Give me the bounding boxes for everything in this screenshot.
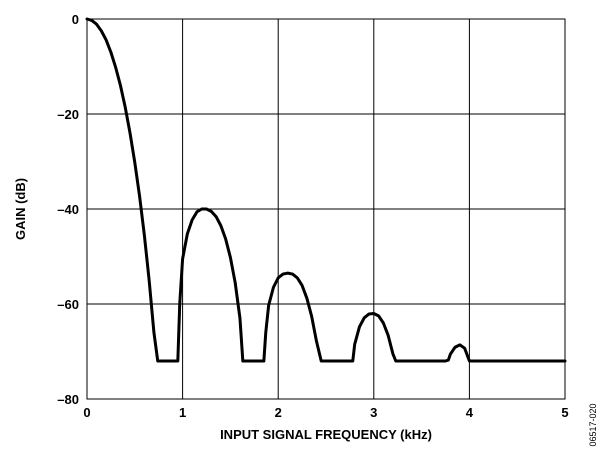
x-tick-label-2: 2	[275, 405, 282, 420]
grid-lines	[86, 18, 566, 400]
y-tick-labels: 0 –20 –40 –60 –80	[57, 12, 79, 407]
x-tick-label-0: 0	[83, 405, 90, 420]
y-tick-label-1: –20	[57, 107, 79, 122]
x-tick-label-1: 1	[179, 405, 186, 420]
x-tick-labels: 0 1 2 3 4 5	[83, 405, 568, 420]
figure-id: 06517-020	[588, 403, 598, 446]
plot-frame	[86, 18, 566, 400]
y-tick-label-3: –60	[57, 297, 79, 312]
y-tick-label-0: 0	[72, 12, 79, 27]
y-tick-label-4: –80	[57, 392, 79, 407]
x-tick-label-5: 5	[561, 405, 568, 420]
x-axis-label: INPUT SIGNAL FREQUENCY (kHz)	[220, 427, 432, 442]
x-tick-label-3: 3	[370, 405, 377, 420]
y-tick-label-2: –40	[57, 202, 79, 217]
y-axis-label: GAIN (dB)	[13, 178, 28, 240]
x-tick-label-4: 4	[466, 405, 474, 420]
series-line-gain	[85, 17, 567, 363]
